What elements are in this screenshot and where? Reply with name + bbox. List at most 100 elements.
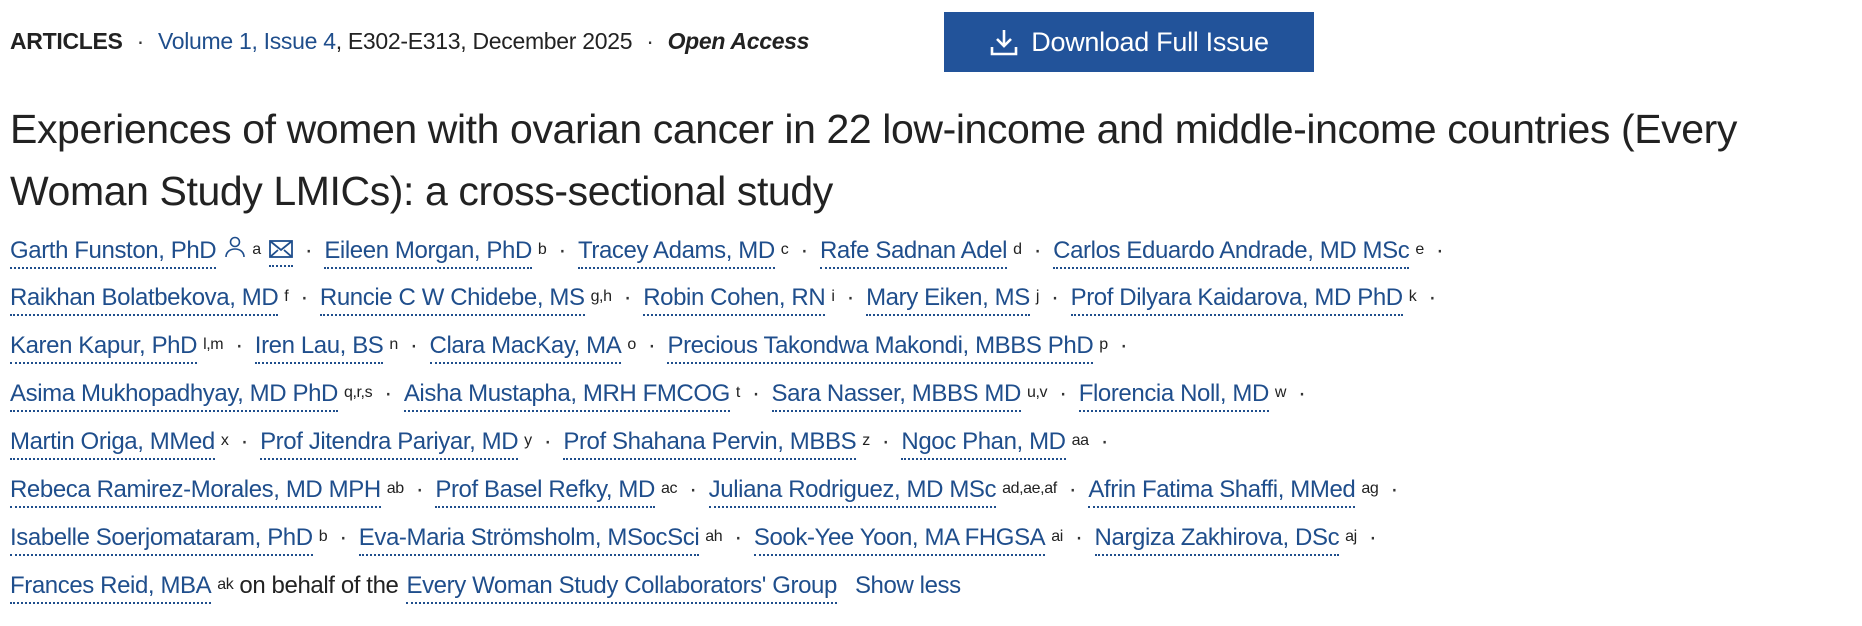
separator: · — [881, 428, 890, 455]
affiliation-marker: q,r,s — [343, 384, 373, 401]
author-link[interactable]: Precious Takondwa Makondi, MBBS PhD — [667, 332, 1094, 364]
separator: · — [558, 237, 567, 264]
separator: · — [415, 476, 424, 503]
affiliation-marker: a — [252, 241, 261, 258]
affiliation-marker: ah — [705, 528, 723, 545]
separator: · — [1428, 284, 1436, 311]
affiliation-marker: ak — [217, 576, 234, 593]
author-row: Rebeca Ramirez-Morales, MD MPH ab · Prof Ba… — [10, 476, 1455, 524]
separator: · — [1033, 237, 1042, 264]
affiliation-marker: d — [1013, 241, 1022, 258]
affiliation-marker: u,v — [1026, 384, 1048, 401]
author-link[interactable]: Frances Reid, MBA — [10, 572, 212, 604]
affiliation-marker: f — [284, 288, 289, 305]
affiliation-marker: j — [1035, 288, 1040, 305]
affiliation-marker: aj — [1345, 528, 1357, 545]
author-link[interactable]: Juliana Rodriguez, MD MSc — [708, 476, 997, 508]
separator: · — [543, 428, 552, 455]
author-link[interactable]: Clara MacKay, MA — [429, 332, 622, 364]
affiliation-marker: p — [1099, 336, 1108, 353]
separator: · — [800, 237, 808, 264]
author-link[interactable]: Garth Funston, PhD — [10, 237, 217, 269]
author-link[interactable]: Nargiza Zakhirova, DSc — [1094, 524, 1340, 556]
separator: · — [384, 380, 392, 407]
separator: · — [1051, 284, 1059, 311]
author-row: Garth Funston, PhD a · Eileen Morgan, PhD b ·… — [10, 236, 1455, 284]
affiliation-marker: c — [780, 241, 789, 258]
affiliation-marker: ab — [386, 480, 404, 497]
affiliation-marker: aa — [1071, 432, 1089, 449]
affiliation-marker: x — [220, 432, 229, 449]
author-link[interactable]: Eileen Morgan, PhD — [324, 237, 532, 269]
affiliation-marker: ai — [1051, 528, 1063, 545]
author-link[interactable]: Rafe Sadnan Adel — [819, 237, 1007, 269]
author-link[interactable]: Aisha Mustapha, MRH FMCOG — [403, 380, 730, 412]
separator: · — [235, 332, 243, 359]
open-access-label: Open Access — [667, 28, 810, 54]
author-link[interactable]: Florencia Noll, MD — [1078, 380, 1269, 412]
separator: · — [300, 284, 308, 311]
affiliation-marker: o — [627, 336, 636, 353]
separator: · — [734, 524, 742, 551]
issue-link[interactable]: Volume 1, Issue 4 — [157, 28, 336, 54]
author-link[interactable]: Asima Mukhopadhyay, MD PhD — [10, 380, 338, 412]
download-icon — [990, 30, 1018, 56]
separator: · — [623, 284, 632, 311]
affiliation-marker: i — [831, 288, 835, 305]
separator: · — [1074, 524, 1083, 551]
author-link[interactable]: Iren Lau, BS — [254, 332, 384, 364]
article-title: Experiences of women with ovarian cancer… — [10, 106, 1738, 214]
author-link[interactable]: Prof Jitendra Pariyar, MD — [260, 428, 519, 460]
author-link[interactable]: Carlos Eduardo Andrade, MD MSc — [1053, 237, 1410, 269]
person-icon[interactable] — [224, 236, 246, 265]
author-link[interactable]: Raikhan Bolatbekova, MD — [10, 284, 279, 316]
group-link[interactable]: Every Woman Study Collaborators' Group — [406, 572, 837, 604]
author-link[interactable]: Prof Shahana Pervin, MBBS — [563, 428, 857, 460]
affiliation-marker: n — [389, 336, 398, 353]
separator: · — [1298, 380, 1306, 407]
author-link[interactable]: Isabelle Soerjomataram, PhD — [10, 524, 313, 556]
article-meta: ARTICLES · Volume 1, Issue 4 , E302-E313… — [10, 28, 809, 55]
author-link[interactable]: Tracey Adams, MD — [578, 237, 775, 269]
separator: · — [646, 28, 654, 54]
author-link[interactable]: Rebeca Ramirez-Morales, MD MPH — [10, 476, 381, 508]
author-row: Asima Mukhopadhyay, MD PhD q,r,s · Aisha Mu… — [10, 380, 1455, 428]
separator: · — [136, 28, 145, 54]
mail-icon[interactable] — [268, 237, 293, 267]
download-full-issue-button[interactable]: Download Full Issue — [944, 12, 1314, 72]
author-link[interactable]: Sara Nasser, MBBS MD — [771, 380, 1021, 412]
separator: · — [846, 284, 855, 311]
separator: · — [647, 332, 656, 359]
author-link[interactable]: Runcie C W Chidebe, MS — [319, 284, 585, 316]
affiliation-marker: ac — [660, 480, 678, 497]
separator: · — [409, 332, 418, 359]
separator: · — [304, 237, 313, 264]
affiliation-marker: k — [1408, 288, 1417, 305]
author-row: Isabelle Soerjomataram, PhD b · Eva-Maria S… — [10, 524, 1455, 572]
show-less-link[interactable]: Show less — [854, 572, 961, 599]
author-row: Frances Reid, MBA ak on behalf of the Every… — [10, 572, 1455, 620]
author-link[interactable]: Martin Origa, MMed — [10, 428, 215, 460]
affiliation-marker: b — [318, 528, 328, 545]
pages-date: , E302-E313, December 2025 — [335, 28, 633, 54]
affiliation-marker: ag — [1361, 480, 1379, 497]
separator: · — [1390, 476, 1398, 503]
author-link[interactable]: Afrin Fatima Shaffi, MMed — [1088, 476, 1356, 508]
author-link[interactable]: Karen Kapur, PhD — [10, 332, 197, 364]
author-link[interactable]: Prof Dilyara Kaidarova, MD PhD — [1070, 284, 1403, 316]
separator: · — [1435, 237, 1444, 264]
separator: · — [240, 428, 249, 455]
download-label: Download Full Issue — [1031, 26, 1269, 57]
separator: · — [751, 380, 760, 407]
author-link[interactable]: Prof Basel Refky, MD — [435, 476, 655, 508]
author-row: Raikhan Bolatbekova, MD f · Runcie C W Chid… — [10, 284, 1455, 332]
author-link[interactable]: Sook-Yee Yoon, MA FHGSA — [753, 524, 1046, 556]
behalf-text: on behalf of the — [239, 572, 399, 599]
author-link[interactable]: Robin Cohen, RN — [643, 284, 826, 316]
author-link[interactable]: Ngoc Phan, MD — [901, 428, 1066, 460]
author-row: Martin Origa, MMed x · Prof Jitendra Pariya… — [10, 428, 1455, 476]
author-link[interactable]: Eva-Maria Strömsholm, MSocSci — [358, 524, 700, 556]
author-link[interactable]: Mary Eiken, MS — [866, 284, 1030, 316]
affiliation-marker: ad,ae,af — [1002, 480, 1057, 497]
separator: · — [1368, 524, 1377, 551]
